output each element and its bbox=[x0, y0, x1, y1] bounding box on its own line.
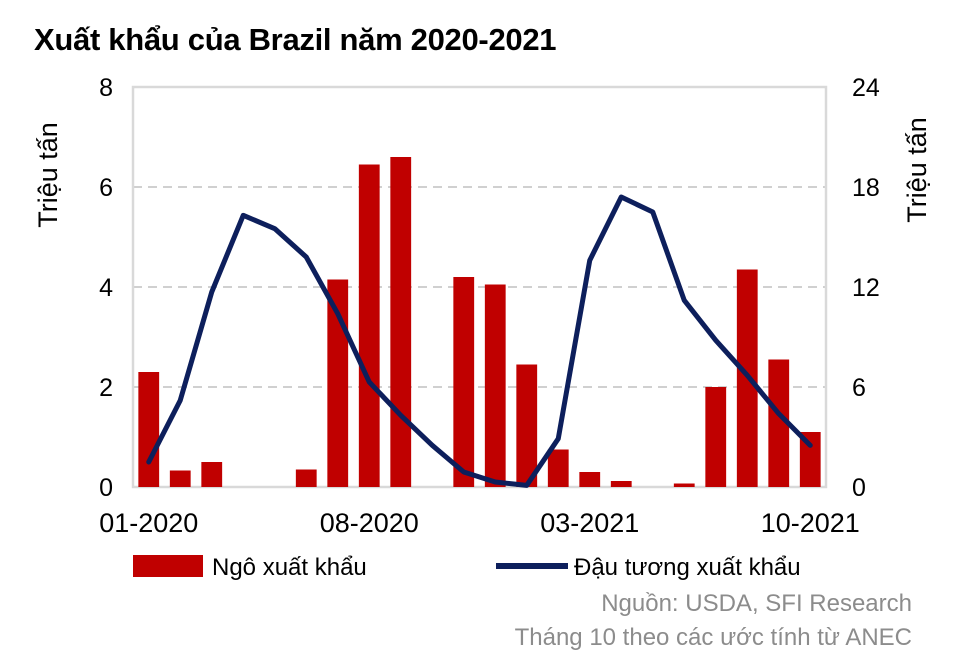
right-tick-label: 18 bbox=[852, 174, 880, 202]
bar-corn-01-2020 bbox=[138, 372, 160, 487]
estimate-note: Tháng 10 theo các ước tính từ ANEC bbox=[514, 624, 912, 651]
x-axis-ticks: 01-2020 08-2020 03-2021 10-2021 bbox=[99, 508, 860, 538]
bar-corn-11-2020 bbox=[453, 277, 475, 487]
corn-bars bbox=[138, 157, 821, 487]
left-axis-ticks: 0 2 4 6 8 bbox=[99, 74, 113, 502]
left-tick-label: 2 bbox=[99, 374, 113, 402]
x-tick-label: 01-2020 bbox=[99, 508, 198, 538]
bar-corn-02-2021 bbox=[547, 449, 569, 487]
chart-title: Xuất khẩu của Brazil năm 2020-2021 bbox=[34, 22, 557, 57]
right-axis-label: Triệu tấn bbox=[902, 117, 932, 223]
left-tick-label: 8 bbox=[99, 74, 113, 102]
bar-corn-06-2021 bbox=[673, 483, 695, 487]
x-tick-label: 10-2021 bbox=[761, 508, 860, 538]
right-tick-label: 24 bbox=[852, 74, 880, 102]
legend-label-soybean: Đậu tương xuất khẩu bbox=[574, 554, 801, 581]
bar-corn-09-2021 bbox=[768, 359, 790, 487]
bar-corn-07-2021 bbox=[705, 387, 727, 487]
right-tick-label: 6 bbox=[852, 374, 866, 402]
x-tick-label: 08-2020 bbox=[320, 508, 419, 538]
bar-corn-10-2021 bbox=[799, 432, 821, 487]
bar-corn-08-2020 bbox=[358, 164, 380, 487]
soybean-line bbox=[146, 194, 813, 488]
bar-corn-06-2020 bbox=[295, 469, 317, 487]
line-soybean bbox=[146, 194, 813, 488]
source-note: Nguồn: USDA, SFI Research bbox=[601, 590, 912, 617]
left-tick-label: 0 bbox=[99, 474, 113, 502]
gridlines bbox=[133, 186, 826, 388]
legend-label-corn: Ngô xuất khẩu bbox=[212, 554, 367, 581]
left-tick-label: 4 bbox=[99, 274, 113, 302]
plot-frame bbox=[131, 85, 828, 489]
left-axis-label: Triệu tấn bbox=[33, 122, 63, 228]
legend-swatch-corn bbox=[133, 555, 203, 577]
right-tick-label: 12 bbox=[852, 274, 880, 302]
left-tick-label: 6 bbox=[99, 174, 113, 202]
bar-corn-02-2020 bbox=[169, 470, 191, 487]
bar-corn-03-2021 bbox=[579, 472, 601, 487]
right-tick-label: 0 bbox=[852, 474, 866, 502]
bar-corn-04-2021 bbox=[610, 481, 632, 487]
bar-corn-12-2020 bbox=[484, 284, 506, 487]
right-axis-ticks: 0 6 12 18 24 bbox=[852, 74, 880, 502]
x-tick-label: 03-2021 bbox=[540, 508, 639, 538]
bar-corn-07-2020 bbox=[327, 279, 349, 487]
bar-corn-03-2020 bbox=[201, 462, 223, 487]
bar-corn-01-2021 bbox=[516, 364, 538, 487]
bar-corn-09-2020 bbox=[390, 157, 412, 487]
